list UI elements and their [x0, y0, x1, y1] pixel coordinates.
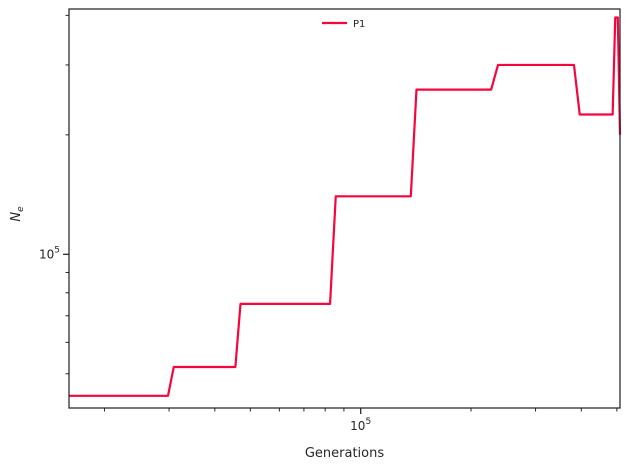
plot-frame	[68, 8, 621, 409]
legend-label-p1: P1	[353, 19, 365, 30]
y-tick-label-exponent: 5	[54, 245, 60, 255]
series-layer	[69, 16, 622, 397]
x-tick-label-base: 10	[350, 419, 365, 433]
y-axis-label-subscript: e	[16, 206, 26, 212]
x-axis-label: Generations	[305, 446, 385, 461]
plot-area	[69, 9, 620, 408]
series-line-p1	[69, 16, 622, 397]
major-ticks	[63, 253, 362, 414]
y-axis-label-main: N	[9, 212, 24, 222]
legend: P1	[322, 19, 365, 30]
x-tick-label: 105	[350, 417, 371, 433]
y-axis-label: Ne	[9, 206, 26, 222]
x-tick-label-exponent: 5	[365, 417, 371, 427]
y-tick-label: 105	[39, 245, 60, 261]
y-tick-label-base: 10	[39, 247, 54, 261]
